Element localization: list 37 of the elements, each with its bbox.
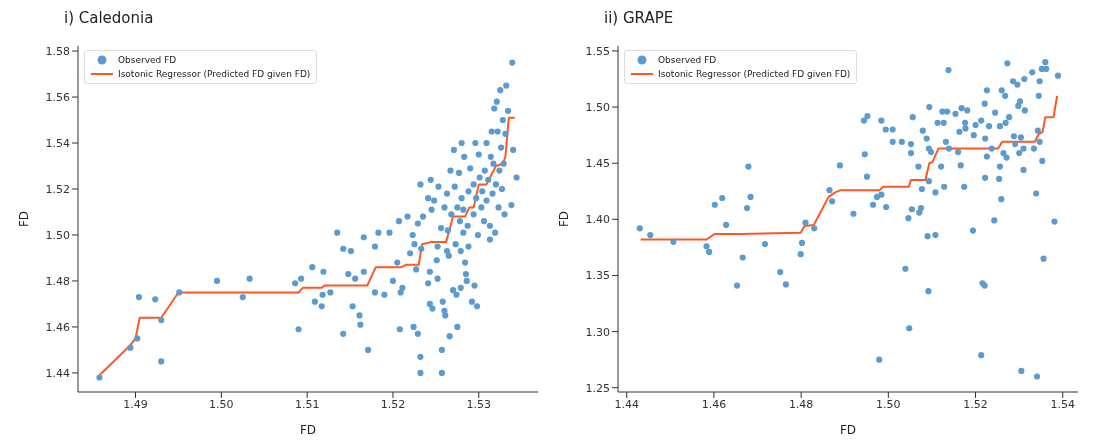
y-tick-label: 1.50 — [585, 100, 610, 114]
chart-title: ii) GRAPE — [603, 8, 675, 29]
y-tick-label: 1.50 — [45, 228, 70, 242]
x-tick-label: 1.53 — [466, 397, 492, 411]
x-tick-label: 1.54 — [1050, 397, 1075, 411]
y-tick-label: 1.48 — [45, 274, 70, 288]
y-tick-label: 1.52 — [45, 182, 70, 196]
x-tick-label: 1.50 — [209, 397, 234, 411]
y-tick-label: 1.58 — [45, 44, 70, 58]
legend-label: Observed FD — [658, 55, 717, 65]
x-tick-label: 1.48 — [788, 397, 814, 411]
x-axis-title: FD — [839, 423, 857, 437]
legend-label: Isotonic Regressor (Predicted FD given FD) — [658, 69, 851, 79]
y-axis-title: FD — [557, 210, 572, 228]
x-tick-label: 1.52 — [380, 397, 406, 411]
y-tick-label: 1.56 — [45, 90, 70, 104]
y-tick-label: 1.44 — [45, 366, 70, 380]
legend-label: Observed FD — [118, 55, 177, 65]
y-tick-label: 1.35 — [585, 269, 610, 283]
y-axis-title: FD — [17, 210, 32, 228]
x-tick-label: 1.52 — [963, 397, 988, 411]
line-series — [639, 94, 1059, 241]
y-tick-label: 1.55 — [585, 44, 610, 58]
y-tick-label: 1.46 — [45, 320, 70, 334]
x-tick-label: 1.46 — [701, 397, 727, 411]
legend-label: Isotonic Regressor (Predicted FD given FD) — [118, 69, 311, 79]
y-tick-label: 1.40 — [585, 213, 610, 227]
y-tick-label: 1.25 — [585, 381, 610, 395]
x-tick-label: 1.44 — [614, 397, 639, 411]
x-tick-label: 1.51 — [294, 397, 320, 411]
y-tick-label: 1.45 — [585, 157, 610, 171]
y-tick-label: 1.54 — [45, 136, 70, 150]
x-tick-label: 1.49 — [123, 397, 148, 411]
x-tick-label: 1.50 — [876, 397, 901, 411]
x-axis-title: FD — [299, 423, 317, 437]
y-tick-label: 1.30 — [585, 325, 610, 339]
chart-title: i) Caledonia — [63, 8, 155, 29]
